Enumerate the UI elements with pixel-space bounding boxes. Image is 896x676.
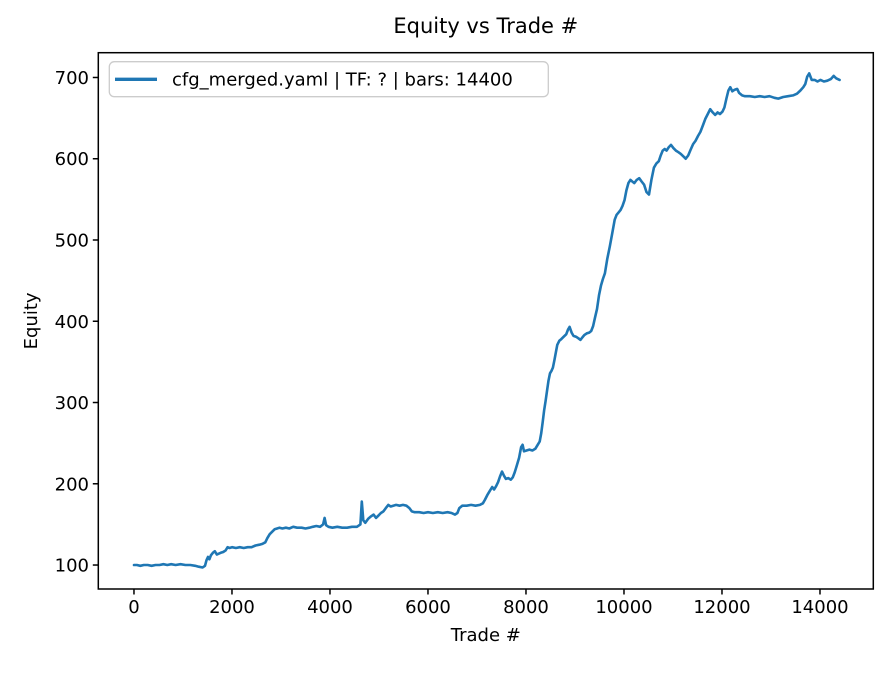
legend-box [108,61,549,98]
y-tick-label: 300 [55,393,89,414]
y-axis-label: Equity [21,292,42,349]
x-tick-label: 10000 [595,597,652,618]
x-tick-label: 4000 [307,597,353,618]
x-axis-label: Trade # [450,625,521,646]
x-tick-label: 2000 [209,597,255,618]
x-tick-label: 8000 [503,597,549,618]
plot-border [97,51,875,590]
y-tick-label: 100 [55,556,89,577]
y-tick-label: 700 [55,68,89,89]
y-tick-label: 600 [55,149,89,170]
x-axis-ticks: 0 2000 4000 6000 8000 10000 12000 14000 [128,589,849,618]
legend-label: cfg_merged.yaml | TF: ? | bars: 14400 [172,70,513,91]
y-tick-label: 400 [55,312,89,333]
legend: cfg_merged.yaml | TF: ? | bars: 14400 [108,61,549,98]
x-tick-label: 0 [128,597,139,618]
y-tick-label: 500 [55,230,89,251]
equity-line [132,72,841,569]
y-axis-ticks: 100 200 300 400 500 600 700 [55,68,99,577]
x-tick-label: 14000 [791,597,848,618]
chart-title: Equity vs Trade # [393,14,578,38]
x-tick-label: 6000 [405,597,451,618]
x-tick-label: 12000 [693,597,750,618]
y-tick-label: 200 [55,474,89,495]
